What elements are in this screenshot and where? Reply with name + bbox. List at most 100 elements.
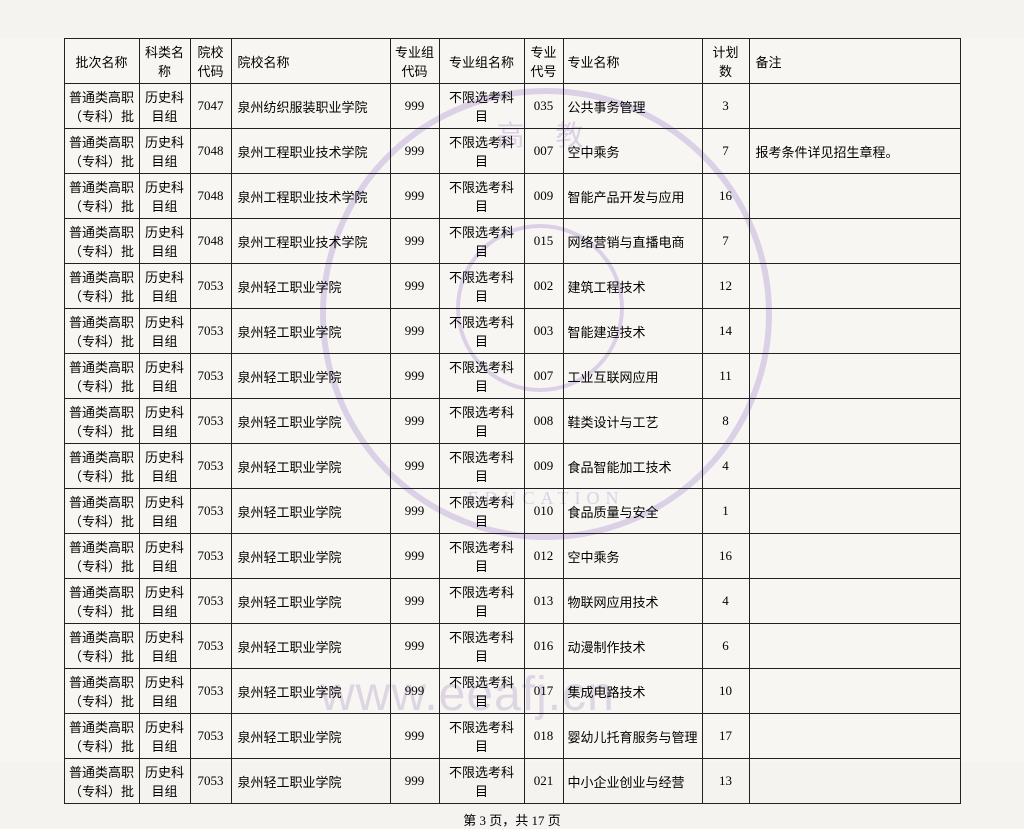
table-row: 普通类高职（专科）批历史科目组7053泉州轻工职业学院999不限选考科目021中…: [64, 759, 960, 804]
table-cell: 泉州纺织服装职业学院: [231, 84, 390, 129]
table-cell: 普通类高职（专科）批: [64, 759, 139, 804]
table-cell: 历史科目组: [139, 219, 190, 264]
table-row: 普通类高职（专科）批历史科目组7053泉州轻工职业学院999不限选考科目018婴…: [64, 714, 960, 759]
table-cell: [749, 309, 960, 354]
table-cell: 013: [524, 579, 563, 624]
table-cell: 历史科目组: [139, 399, 190, 444]
table-cell: 历史科目组: [139, 129, 190, 174]
table-row: 普通类高职（专科）批历史科目组7053泉州轻工职业学院999不限选考科目013物…: [64, 579, 960, 624]
table-cell: 999: [390, 399, 439, 444]
table-cell: 报考条件详见招生章程。: [749, 129, 960, 174]
table-row: 普通类高职（专科）批历史科目组7053泉州轻工职业学院999不限选考科目008鞋…: [64, 399, 960, 444]
table-cell: 泉州轻工职业学院: [231, 669, 390, 714]
table-cell: 泉州轻工职业学院: [231, 489, 390, 534]
table-body: 普通类高职（专科）批历史科目组7047泉州纺织服装职业学院999不限选考科目03…: [64, 84, 960, 804]
table-cell: 普通类高职（专科）批: [64, 489, 139, 534]
table-row: 普通类高职（专科）批历史科目组7053泉州轻工职业学院999不限选考科目017集…: [64, 669, 960, 714]
table-cell: 不限选考科目: [439, 84, 524, 129]
table-cell: 泉州工程职业技术学院: [231, 129, 390, 174]
table-cell: 7053: [190, 354, 231, 399]
table-cell: 999: [390, 624, 439, 669]
table-cell: 公共事务管理: [563, 84, 702, 129]
table-cell: 泉州轻工职业学院: [231, 714, 390, 759]
table-cell: 不限选考科目: [439, 174, 524, 219]
table-cell: 历史科目组: [139, 84, 190, 129]
table-row: 普通类高职（专科）批历史科目组7048泉州工程职业技术学院999不限选考科目01…: [64, 219, 960, 264]
table-cell: 历史科目组: [139, 489, 190, 534]
table-cell: 泉州轻工职业学院: [231, 354, 390, 399]
table-cell: 普通类高职（专科）批: [64, 129, 139, 174]
col-header: 院校名称: [231, 39, 390, 84]
table-cell: 12: [702, 264, 749, 309]
table-cell: 动漫制作技术: [563, 624, 702, 669]
page-footer: 第 3 页，共 17 页: [0, 810, 1024, 829]
table-cell: 999: [390, 579, 439, 624]
table-cell: 4: [702, 444, 749, 489]
table-cell: 普通类高职（专科）批: [64, 264, 139, 309]
table-cell: 999: [390, 534, 439, 579]
table-cell: [749, 534, 960, 579]
table-cell: 999: [390, 309, 439, 354]
table-cell: 历史科目组: [139, 759, 190, 804]
table-row: 普通类高职（专科）批历史科目组7053泉州轻工职业学院999不限选考科目009食…: [64, 444, 960, 489]
col-header: 备注: [749, 39, 960, 84]
table-cell: 7053: [190, 714, 231, 759]
table-cell: 999: [390, 714, 439, 759]
table-cell: 普通类高职（专科）批: [64, 219, 139, 264]
table-cell: 16: [702, 174, 749, 219]
table-cell: 7: [702, 129, 749, 174]
table-cell: 8: [702, 399, 749, 444]
table-cell: 历史科目组: [139, 579, 190, 624]
table-cell: 中小企业创业与经营: [563, 759, 702, 804]
table-cell: 002: [524, 264, 563, 309]
table-cell: 不限选考科目: [439, 354, 524, 399]
table-cell: 智能产品开发与应用: [563, 174, 702, 219]
table-header-row: 批次名称科类名称院校代码院校名称专业组代码专业组名称专业代号专业名称计划数备注: [64, 39, 960, 84]
table-cell: 不限选考科目: [439, 399, 524, 444]
table-cell: 泉州轻工职业学院: [231, 534, 390, 579]
table-cell: 003: [524, 309, 563, 354]
table-cell: 11: [702, 354, 749, 399]
table-cell: [749, 489, 960, 534]
table-cell: 16: [702, 534, 749, 579]
table-cell: 015: [524, 219, 563, 264]
table-cell: 008: [524, 399, 563, 444]
table-cell: 010: [524, 489, 563, 534]
table-cell: 不限选考科目: [439, 534, 524, 579]
table-cell: 历史科目组: [139, 669, 190, 714]
table-cell: 999: [390, 174, 439, 219]
table-cell: 食品智能加工技术: [563, 444, 702, 489]
table-cell: [749, 444, 960, 489]
table-cell: 不限选考科目: [439, 669, 524, 714]
table-cell: 历史科目组: [139, 444, 190, 489]
table-row: 普通类高职（专科）批历史科目组7053泉州轻工职业学院999不限选考科目010食…: [64, 489, 960, 534]
table-cell: 普通类高职（专科）批: [64, 534, 139, 579]
table-cell: [749, 219, 960, 264]
table-cell: 历史科目组: [139, 624, 190, 669]
table-row: 普通类高职（专科）批历史科目组7053泉州轻工职业学院999不限选考科目016动…: [64, 624, 960, 669]
table-cell: [749, 669, 960, 714]
table-cell: 999: [390, 219, 439, 264]
table-cell: 7053: [190, 759, 231, 804]
table-cell: 007: [524, 129, 563, 174]
table-cell: 009: [524, 174, 563, 219]
table-cell: 4: [702, 579, 749, 624]
table-cell: 7053: [190, 534, 231, 579]
table-cell: 999: [390, 489, 439, 534]
table-cell: 集成电路技术: [563, 669, 702, 714]
table-cell: 历史科目组: [139, 264, 190, 309]
table-row: 普通类高职（专科）批历史科目组7053泉州轻工职业学院999不限选考科目003智…: [64, 309, 960, 354]
table-cell: [749, 624, 960, 669]
table-cell: 物联网应用技术: [563, 579, 702, 624]
table-cell: 10: [702, 669, 749, 714]
table-cell: 泉州工程职业技术学院: [231, 174, 390, 219]
col-header: 计划数: [702, 39, 749, 84]
table-cell: 7048: [190, 219, 231, 264]
table-cell: [749, 714, 960, 759]
table-cell: 999: [390, 129, 439, 174]
table-cell: 食品质量与安全: [563, 489, 702, 534]
data-table: 批次名称科类名称院校代码院校名称专业组代码专业组名称专业代号专业名称计划数备注 …: [64, 38, 961, 804]
col-header: 专业组代码: [390, 39, 439, 84]
table-cell: 不限选考科目: [439, 444, 524, 489]
table-cell: 7053: [190, 444, 231, 489]
